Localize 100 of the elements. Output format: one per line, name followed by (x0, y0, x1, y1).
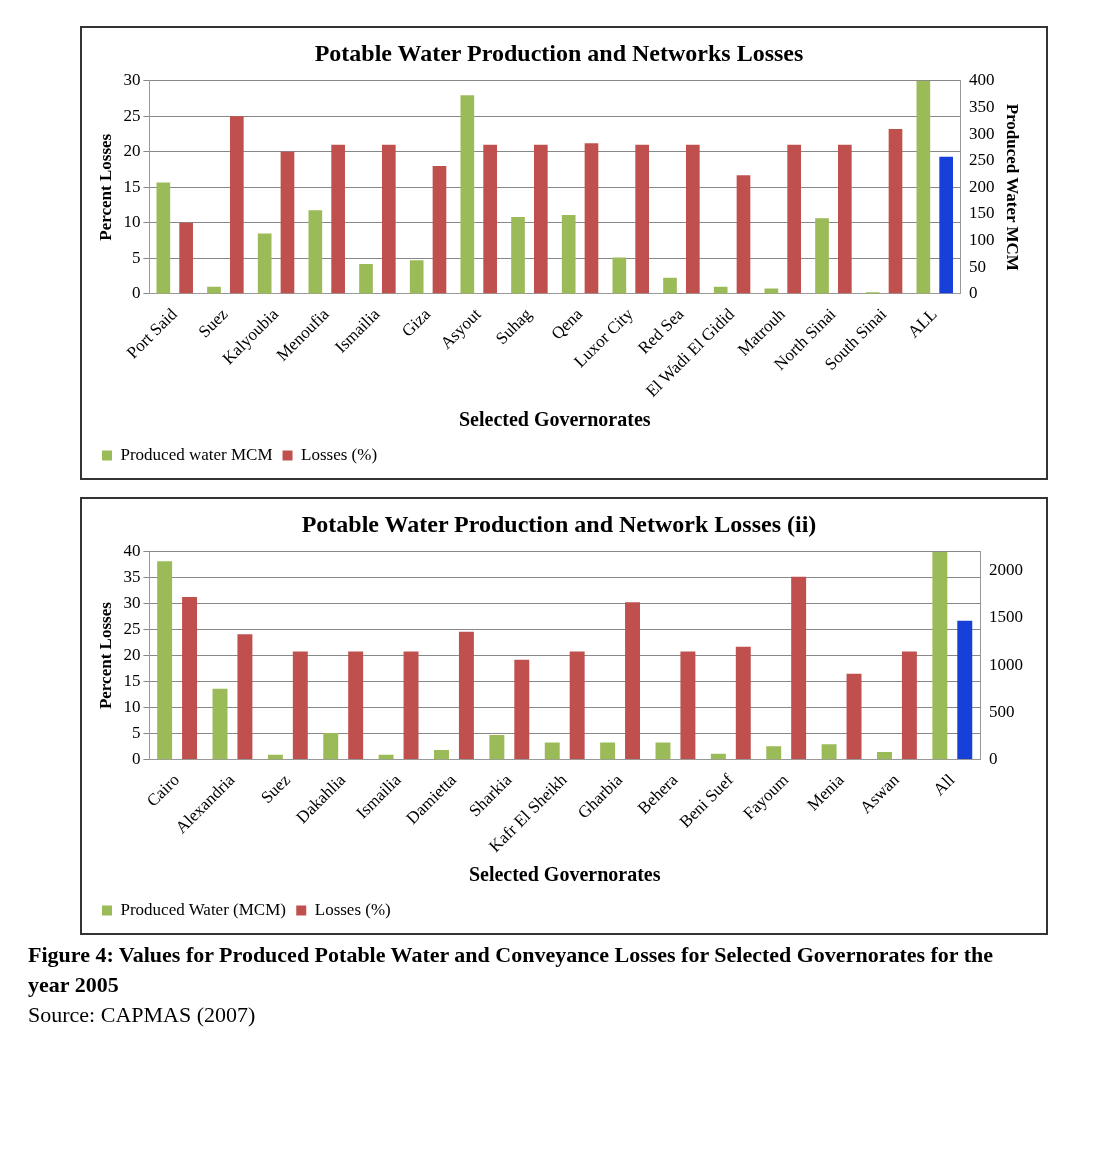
x-axis-title: Selected Governorates (468, 863, 661, 886)
y-tick-label: 25 (123, 105, 141, 125)
bar (766, 746, 782, 760)
bar (584, 143, 599, 294)
bar (460, 95, 475, 294)
caption: Figure 4: Values for Produced Potable Water and Conveyance Losses for Selected Governorates for the year 2005 (28, 941, 995, 999)
y-tick-label: 20 (123, 141, 141, 161)
bar (308, 210, 323, 294)
bar (157, 561, 173, 760)
y2-tick-label: 200 (969, 176, 995, 196)
y2-tick-label: 500 (989, 701, 1015, 721)
bar (663, 277, 677, 294)
y2-axis-title: Produced Water MCM (1003, 103, 1023, 271)
y-tick-label: 30 (123, 593, 141, 613)
bar (901, 651, 917, 759)
bar (612, 257, 627, 294)
y2-tick-label: 300 (969, 123, 995, 143)
bar (815, 218, 829, 294)
bar (229, 116, 244, 294)
bar (432, 165, 447, 294)
bar (292, 651, 308, 759)
bar (514, 659, 530, 759)
y2-tick-label: 400 (969, 70, 995, 90)
bar (544, 742, 560, 760)
bar (533, 144, 548, 294)
x-tick-label: Cairo (142, 770, 184, 811)
y-tick-label: 5 (131, 247, 141, 267)
y2-tick-label: 250 (969, 150, 995, 170)
bar (791, 576, 807, 759)
bar (569, 651, 585, 759)
bar (888, 129, 903, 294)
bar (600, 742, 616, 760)
y-tick-label: 20 (123, 645, 141, 665)
bar (735, 646, 751, 759)
y2-tick-label: 150 (969, 203, 995, 223)
y-tick-label: 15 (123, 671, 141, 691)
chart-title: Potable Water Production and Networks Losses (314, 39, 804, 66)
y-tick-label: 0 (131, 283, 141, 303)
bar (489, 734, 505, 760)
bar (736, 175, 751, 294)
y-tick-label: 15 (123, 176, 141, 196)
y-tick-label: 10 (123, 212, 141, 232)
y2-tick-label: 0 (989, 748, 998, 768)
bar (787, 144, 801, 294)
chart-title: Potable Water Production and Network Losses (ii) (301, 510, 817, 537)
bar (156, 182, 171, 294)
bar (939, 156, 954, 294)
bar (409, 260, 424, 294)
y-tick-label: 25 (123, 619, 141, 639)
x-tick-label: All (929, 770, 959, 800)
bar (877, 751, 892, 760)
bar (212, 688, 228, 760)
bar (359, 263, 373, 294)
y-tick-label: 40 (123, 541, 141, 561)
x-tick-label: ALL (903, 304, 941, 342)
bar (280, 151, 295, 294)
x-axis-title: Selected Governorates (458, 408, 651, 431)
bar (957, 620, 973, 759)
bar (846, 673, 862, 759)
legend-label: Losses (%) (301, 444, 378, 464)
y2-tick-label: 350 (969, 96, 995, 116)
bar (837, 144, 852, 294)
bar (348, 651, 364, 759)
bar (916, 80, 931, 294)
bar (434, 750, 449, 760)
legend-label: Produced Water (MCM) (120, 899, 286, 919)
y2-tick-label: 0 (969, 283, 978, 303)
legend-label: Losses (%) (314, 899, 391, 919)
y-tick-label: 30 (123, 70, 141, 90)
bar (257, 233, 272, 294)
bar (821, 744, 837, 760)
bar (635, 144, 649, 294)
source-note: Source: CAPMAS (2007) (28, 1001, 257, 1029)
y2-tick-label: 2000 (989, 560, 1023, 580)
x-tick-label: Port Said (122, 304, 182, 363)
y-tick-label: 35 (123, 567, 141, 587)
bar (625, 602, 641, 759)
bar (561, 214, 576, 294)
bar (182, 596, 198, 759)
x-tick-label: Giza (397, 304, 435, 341)
y-tick-label: 10 (123, 697, 141, 717)
bar (685, 144, 700, 294)
y2-tick-label: 1500 (989, 607, 1023, 627)
y2-tick-label: 1000 (989, 654, 1023, 674)
y-axis-title: Percent Losses (95, 601, 115, 710)
bar (932, 551, 948, 760)
bar (179, 222, 193, 294)
x-tick-label: Suez (257, 769, 295, 808)
bar (237, 634, 253, 759)
bar (511, 217, 525, 294)
bar (381, 144, 396, 294)
bar (483, 144, 497, 294)
y-tick-label: 0 (131, 748, 141, 768)
y-axis-title: Percent Losses (95, 133, 115, 241)
bar (403, 651, 419, 759)
bar (323, 733, 339, 760)
bar (680, 651, 696, 759)
y2-tick-label: 50 (969, 256, 987, 276)
bar (655, 742, 671, 760)
y-tick-label: 5 (131, 722, 141, 742)
